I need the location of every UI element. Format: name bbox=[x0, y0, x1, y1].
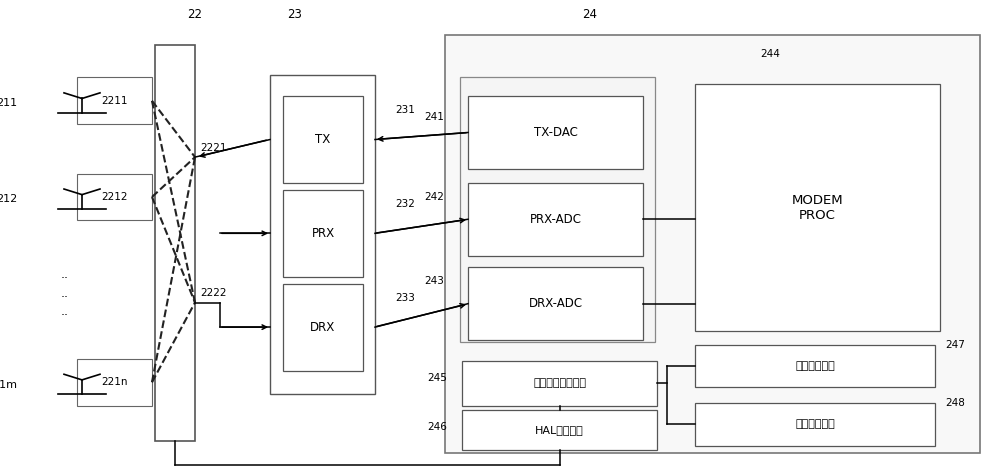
Text: 231: 231 bbox=[395, 105, 415, 115]
Bar bbox=[468, 267, 643, 340]
Text: 24: 24 bbox=[582, 8, 598, 21]
Bar bbox=[270, 75, 375, 394]
Bar bbox=[462, 361, 657, 406]
Bar bbox=[77, 77, 152, 124]
Text: 232: 232 bbox=[395, 199, 415, 209]
Text: MODEM
PROC: MODEM PROC bbox=[792, 194, 843, 221]
Text: PRX: PRX bbox=[311, 227, 335, 240]
Text: 211: 211 bbox=[0, 98, 17, 108]
Text: 诊断服务模块: 诊断服务模块 bbox=[795, 361, 835, 371]
Text: 22: 22 bbox=[188, 8, 202, 21]
Text: 2212: 2212 bbox=[101, 192, 128, 202]
Text: 247: 247 bbox=[945, 340, 965, 350]
Text: 2211: 2211 bbox=[101, 96, 128, 106]
Text: 246: 246 bbox=[427, 422, 447, 432]
Bar bbox=[283, 190, 363, 277]
Text: 248: 248 bbox=[945, 398, 965, 408]
Bar bbox=[462, 410, 657, 450]
Text: 233: 233 bbox=[395, 293, 415, 303]
Bar bbox=[695, 84, 940, 331]
Bar bbox=[155, 45, 195, 441]
Text: 241: 241 bbox=[424, 112, 444, 122]
Text: DRX: DRX bbox=[310, 321, 336, 333]
Text: 23: 23 bbox=[288, 8, 302, 21]
Text: 天线切换控制模块: 天线切换控制模块 bbox=[533, 378, 586, 388]
Text: 243: 243 bbox=[424, 276, 444, 287]
Bar bbox=[468, 96, 643, 169]
Text: 221n: 221n bbox=[101, 377, 128, 387]
Text: 2221: 2221 bbox=[200, 143, 226, 153]
Text: TX: TX bbox=[315, 133, 331, 146]
Bar bbox=[283, 96, 363, 183]
Text: DRX-ADC: DRX-ADC bbox=[528, 297, 583, 310]
Bar bbox=[695, 403, 935, 446]
Text: ..: .. bbox=[61, 287, 69, 300]
Bar bbox=[695, 345, 935, 387]
Text: 242: 242 bbox=[424, 192, 444, 202]
Bar bbox=[445, 35, 980, 453]
Text: PRX-ADC: PRX-ADC bbox=[530, 213, 582, 226]
Text: 21m: 21m bbox=[0, 379, 17, 390]
Text: HAL接口模块: HAL接口模块 bbox=[535, 425, 584, 435]
Text: TX-DAC: TX-DAC bbox=[534, 126, 577, 139]
Text: ..: .. bbox=[61, 268, 69, 281]
Text: 245: 245 bbox=[427, 372, 447, 383]
Text: 2222: 2222 bbox=[200, 288, 226, 298]
Bar bbox=[460, 77, 655, 342]
Bar bbox=[77, 174, 152, 220]
Bar bbox=[77, 359, 152, 406]
Bar bbox=[283, 284, 363, 371]
Text: ..: .. bbox=[61, 305, 69, 318]
Text: 射频驱动模块: 射频驱动模块 bbox=[795, 419, 835, 430]
Text: 244: 244 bbox=[760, 49, 780, 59]
Text: 212: 212 bbox=[0, 194, 17, 204]
Bar bbox=[468, 183, 643, 256]
